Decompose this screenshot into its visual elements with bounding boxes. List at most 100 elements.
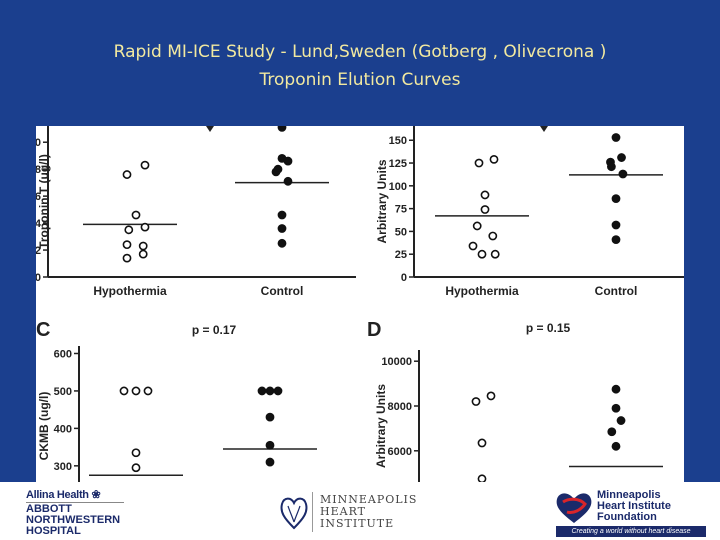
data-point-hypothermia [124,225,134,235]
data-point-control [617,153,626,162]
footer-logos: Allina Health ❀ ABBOTT NORTHWESTERN HOSP… [0,482,720,540]
abbott-line-2: NORTHWESTERN [26,514,121,526]
y-tick-label: 125 [389,158,407,170]
data-point-hypothermia [480,190,490,200]
data-point-control [277,224,287,233]
y-tick-label: 8000 [388,401,412,413]
data-point-hypothermia [474,158,484,168]
y-tick-label: 25 [395,249,407,261]
allina-mark-icon: ❀ [91,489,101,501]
data-point-hypothermia [480,205,490,214]
mhif-line-3: Foundation [597,511,657,523]
data-point-hypothermia [140,222,150,232]
mhif-line-1: Minneapolis [597,489,661,501]
data-point-hypothermia [119,386,129,396]
data-point-control [611,194,621,203]
panel-letter-d: D [367,319,381,341]
y-tick-label: 0 [36,272,41,284]
data-point-hypothermia [122,170,132,179]
abbott-line-3: HOSPITAL [26,525,81,537]
category-label: Control [595,284,638,298]
y-axis-label: Troponin T (ug/l) [37,154,51,249]
data-point-hypothermia [138,241,148,251]
y-tick-label: 500 [54,386,72,398]
data-point-control [611,133,621,142]
y-tick-label: 100 [389,181,407,193]
y-tick-label: 2 [36,245,41,257]
data-point-hypothermia [131,448,141,458]
slide-title: Rapid MI-ICE Study - Lund,Sweden (Gotber… [0,38,720,94]
chart-panel: 0 2 4 6 8 10 Troponin T (ug/l) Hypothermia Contr… [36,126,684,482]
abbott-line-1: ABBOTT [26,503,72,515]
data-point-control [611,235,621,245]
data-point-hypothermia [122,253,132,263]
y-tick-label: 0 [401,272,407,284]
data-point-control [273,386,283,396]
data-point-control [283,176,293,186]
data-point-control [611,441,621,451]
mhi-line-1: MINNEAPOLIS [320,493,418,506]
data-point-hypothermia [131,386,141,396]
category-label: Hypothermia [445,284,519,298]
data-point-control [265,412,275,422]
data-point-hypothermia [143,386,153,396]
data-point-hypothermia [471,397,481,406]
data-point-hypothermia [477,474,487,482]
mhi-line-2: HEART [320,505,366,518]
foundation-heart-icon [556,493,592,523]
data-point-control [257,386,267,396]
y-tick-label: 8 [36,164,41,176]
minneapolis-heart-institute-logo: MINNEAPOLIS HEART INSTITUTE [320,494,417,530]
data-point-control [618,169,628,179]
data-point-hypothermia [131,210,141,220]
data-point-hypothermia [489,154,499,164]
y-tick-label: 6000 [388,446,412,458]
data-point-hypothermia [490,249,500,259]
top-marker [540,126,548,132]
y-tick-label: 150 [389,135,407,147]
data-point-control [283,156,293,166]
y-tick-label: 6 [36,191,41,203]
data-point-control [607,427,617,437]
allina-health-logo: Allina Health ❀ [26,489,101,501]
data-point-control [277,126,287,132]
p-value-label: p = 0.17 [192,323,237,337]
data-point-control [273,164,283,174]
heart-icon [280,497,308,530]
y-tick-label: 75 [395,204,407,216]
data-point-control [616,416,626,425]
foundation-tagline: Creating a world without heart disease [556,526,706,537]
y-tick-label: 10000 [381,356,412,368]
y-tick-label: 300 [54,461,72,473]
heart-institute-foundation-logo: Minneapolis Heart Institute Foundation [597,490,671,523]
mhi-divider [312,492,313,532]
data-point-hypothermia [488,231,498,241]
p-value-label: p = 0.15 [526,321,571,335]
y-tick-label: 50 [395,226,407,238]
data-point-hypothermia [138,249,148,259]
data-point-hypothermia [477,249,487,259]
top-marker [206,126,214,132]
data-point-hypothermia [477,438,487,448]
abbott-northwestern-logo: ABBOTT NORTHWESTERN HOSPITAL [26,504,146,537]
y-axis-label: Arbitrary Units [374,384,388,468]
y-tick-label: 600 [54,348,72,360]
data-point-hypothermia [486,391,496,401]
title-line-1: Rapid MI-ICE Study - Lund,Sweden (Gotber… [113,42,607,62]
category-label: Hypothermia [93,284,167,298]
mhif-line-2: Heart Institute [597,500,671,512]
data-point-control [607,162,616,172]
data-point-control [611,220,621,230]
category-label: Control [261,284,304,298]
data-point-control [277,238,287,248]
data-point-hypothermia [468,241,478,251]
data-point-hypothermia [140,160,150,170]
data-point-hypothermia [472,221,482,231]
mhi-line-3: INSTITUTE [320,517,395,530]
allina-divider [26,502,124,503]
data-point-control [611,384,621,394]
y-tick-label: 10 [36,137,41,149]
data-point-control [265,386,275,396]
title-line-2: Troponin Elution Curves [259,70,461,90]
data-point-control [265,457,275,467]
